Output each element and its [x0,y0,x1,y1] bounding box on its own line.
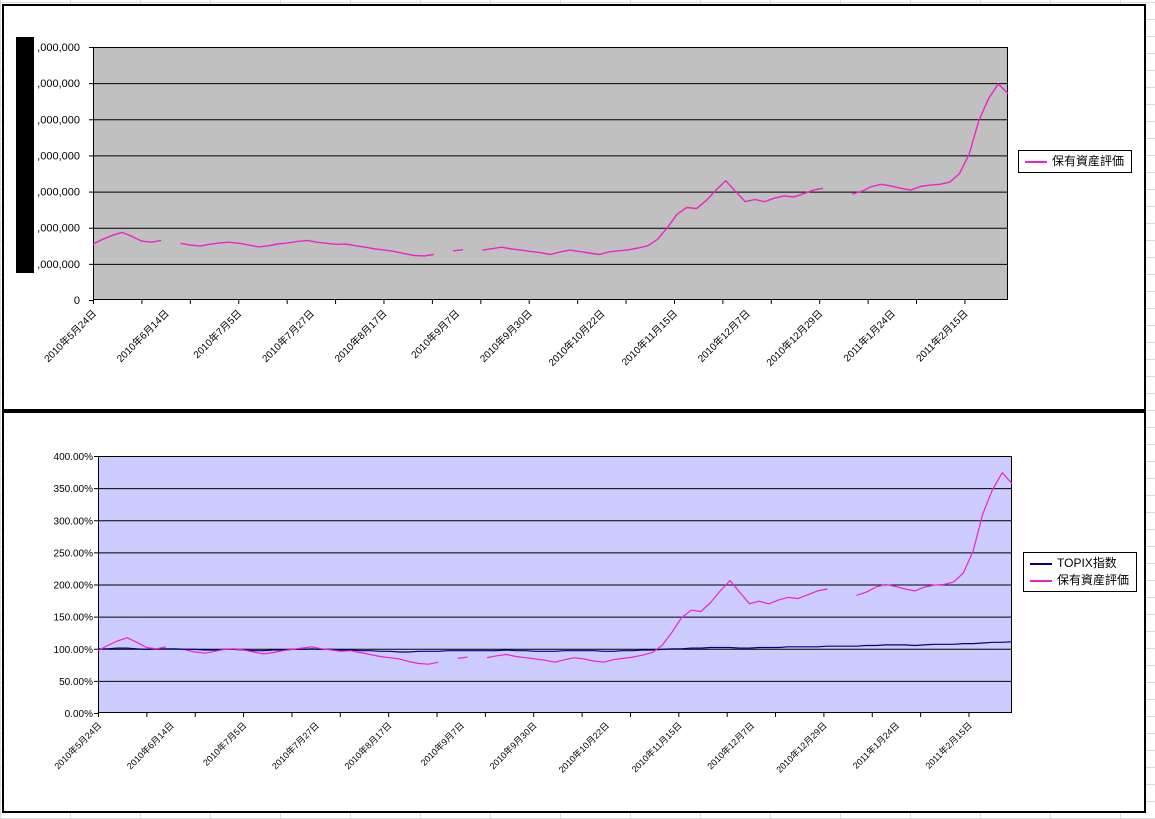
x-axis-label: 2010年6月14日 [114,307,172,365]
x-axis-ticks [93,300,966,304]
x-axis-label: 2011年2月15日 [923,720,974,771]
x-axis-label: 2010年12月29日 [763,307,825,369]
legend-label: 保有資産評価 [1052,154,1125,168]
y-axis-label: 400.00% [54,452,94,463]
x-axis-label: 2010年7月5日 [200,720,248,768]
y-axis-label: 300.00% [54,516,94,527]
x-axis-label: 2010年10月22日 [546,307,608,369]
legend-line-sample [1025,160,1047,163]
x-axis-label: 2010年11月15日 [619,307,680,368]
plot-border [98,456,1012,713]
y-axis-label: ,000,000 [37,223,80,235]
asset-chart-legend[interactable]: 保有資産評価 [1018,150,1133,173]
y-axis-label: 100.00% [54,645,94,656]
x-axis-labels: 2010年5月24日 2010年6月14日 2010年7月5日 2010年7月27日 2… [52,720,974,775]
y-axis-label: ,000,000 [37,42,80,54]
legend-label: TOPIX指数 [1057,556,1117,570]
chart-performance-comparison[interactable]: 0.00% 50.00% 100.00% 150.00% 200.00% 250.00% 3… [2,411,1146,813]
y-axis-labels: 0 ,000,000 ,000,000 ,000,000 ,000,000 ,000,00… [37,42,93,307]
x-axis-label: 2010年9月7日 [418,720,466,768]
x-axis-label: 2011年1月24日 [841,307,898,364]
x-axis-label: 2010年12月29日 [774,720,829,775]
y-axis-label: ,000,000 [37,259,80,271]
y-axis-label: 150.00% [54,613,94,624]
x-axis-label: 2010年8月17日 [332,307,390,365]
chart-asset-valuation[interactable]: 0 ,000,000 ,000,000 ,000,000 ,000,000 ,000,00… [2,4,1146,411]
y-axis-label: ,000,000 [37,114,80,126]
y-axis-label: 350.00% [54,484,94,495]
y-axis-labels: 0.00% 50.00% 100.00% 150.00% 200.00% 250.00% 3… [54,452,98,720]
y-axis-label: 50.00% [59,677,93,688]
x-axis-label: 2010年7月27日 [259,307,317,365]
x-axis-label: 2010年5月24日 [41,307,99,365]
x-axis-label: 2010年9月7日 [408,307,462,361]
x-axis-label: 2010年6月14日 [124,720,176,772]
y-axis-label: ,000,000 [37,78,80,90]
y-axis-label: 0.00% [65,709,93,720]
legend-label: 保有資産評価 [1057,573,1130,587]
performance-chart-canvas: 0.00% 50.00% 100.00% 150.00% 200.00% 250.00% 3… [52,452,1013,775]
performance-chart-legend[interactable]: TOPIX指数 保有資産評価 [1023,552,1138,592]
y-axis-label: 250.00% [54,548,94,559]
x-axis-label: 2010年8月17日 [342,720,394,772]
x-axis-label: 2010年12月7日 [705,720,757,772]
y-axis-label: 0 [74,295,80,307]
x-axis-label: 2010年12月7日 [695,307,753,365]
y-axis-label: ,000,000 [37,150,80,162]
x-axis-ticks [98,713,970,717]
plot-area [93,47,1008,300]
redaction-bar [16,37,34,273]
x-axis-label: 2010年5月24日 [52,720,104,772]
x-axis-label: 2010年10月22日 [556,720,611,775]
x-axis-label: 2010年7月27日 [269,720,321,772]
legend-entry-topix-index-line: TOPIX指数 [1030,557,1129,570]
legend-entry-asset-valuation-line: 保有資産評価 [1025,155,1124,168]
series-asset-valuation-line [92,83,1009,257]
x-axis-label: 2010年11月15日 [629,720,684,775]
plot-border [93,47,1008,300]
x-axis-label: 2011年1月24日 [850,720,901,771]
x-axis-label: 2010年9月30日 [487,720,539,772]
x-axis-label: 2010年9月30日 [477,307,535,365]
legend-line-sample [1030,579,1052,582]
x-axis-label: 2010年7月5日 [190,307,244,361]
y-axis-label: 200.00% [54,581,94,592]
y-axis-label: ,000,000 [37,187,80,199]
x-axis-labels: 2010年5月24日 2010年6月14日 2010年7月5日 2010年7月27日 2… [41,307,970,369]
x-axis-label: 2011年2月15日 [913,307,970,364]
series-topix-index-line [98,641,1013,653]
legend-line-sample [1030,562,1052,565]
legend-entry-asset-valuation-line: 保有資産評価 [1030,574,1129,587]
asset-valuation-chart-canvas: 0 ,000,000 ,000,000 ,000,000 ,000,000 ,000,00… [37,42,1009,369]
series-asset-valuation-line [97,472,1013,665]
